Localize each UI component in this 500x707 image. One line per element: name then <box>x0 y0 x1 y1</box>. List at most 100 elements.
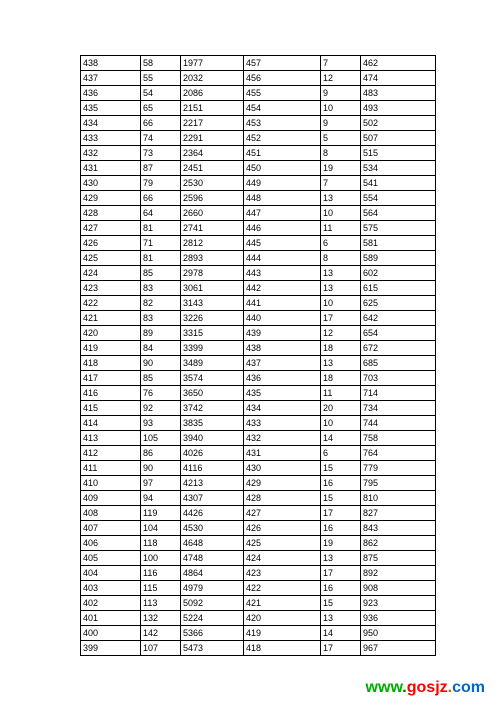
table-cell: 423 <box>244 566 321 581</box>
table-cell: 564 <box>361 206 436 221</box>
table-cell: 64 <box>141 206 181 221</box>
table-row: 400142536641914950 <box>81 626 436 641</box>
table-cell: 764 <box>361 446 436 461</box>
table-row: 4267128124456581 <box>81 236 436 251</box>
table-row: 43187245145019534 <box>81 161 436 176</box>
table-row: 4307925304497541 <box>81 176 436 191</box>
table-cell: 418 <box>81 356 141 371</box>
table-row: 4258128934448589 <box>81 251 436 266</box>
table-cell: 602 <box>361 266 436 281</box>
table-cell: 936 <box>361 611 436 626</box>
table-cell: 16 <box>321 581 361 596</box>
table-cell: 19 <box>321 536 361 551</box>
table-cell: 55 <box>141 71 181 86</box>
table-cell: 9 <box>321 116 361 131</box>
table-cell: 79 <box>141 176 181 191</box>
table-cell: 401 <box>81 611 141 626</box>
table-row: 41190411643015779 <box>81 461 436 476</box>
table-cell: 94 <box>141 491 181 506</box>
table-cell: 7 <box>321 176 361 191</box>
table-row: 43565215145410493 <box>81 101 436 116</box>
table-cell: 6 <box>321 446 361 461</box>
table-cell: 10 <box>321 416 361 431</box>
table-cell: 3650 <box>181 386 244 401</box>
table-row: 4385819774577462 <box>81 56 436 71</box>
table-cell: 462 <box>361 56 436 71</box>
table-cell: 615 <box>361 281 436 296</box>
table-cell: 493 <box>361 101 436 116</box>
table-cell: 457 <box>244 56 321 71</box>
table-cell: 14 <box>321 431 361 446</box>
table-cell: 74 <box>141 131 181 146</box>
table-cell: 862 <box>361 536 436 551</box>
table-cell: 8 <box>321 251 361 266</box>
table-cell: 421 <box>81 311 141 326</box>
table-cell: 407 <box>81 521 141 536</box>
table-cell: 113 <box>141 596 181 611</box>
table-cell: 82 <box>141 296 181 311</box>
table-cell: 2217 <box>181 116 244 131</box>
table-cell: 430 <box>81 176 141 191</box>
table-cell: 554 <box>361 191 436 206</box>
table-cell: 432 <box>244 431 321 446</box>
table-cell: 424 <box>244 551 321 566</box>
table-cell: 13 <box>321 356 361 371</box>
table-cell: 9 <box>321 86 361 101</box>
table-cell: 104 <box>141 521 181 536</box>
table-cell: 66 <box>141 116 181 131</box>
table-cell: 415 <box>81 401 141 416</box>
table-cell: 434 <box>81 116 141 131</box>
table-row: 41097421342916795 <box>81 476 436 491</box>
table-cell: 433 <box>244 416 321 431</box>
table-cell: 758 <box>361 431 436 446</box>
table-cell: 426 <box>244 521 321 536</box>
table-cell: 443 <box>244 266 321 281</box>
table-cell: 908 <box>361 581 436 596</box>
watermark-gosjz: gosjz <box>407 679 448 696</box>
table-cell: 4116 <box>181 461 244 476</box>
table-cell: 441 <box>244 296 321 311</box>
table-row: 401132522442013936 <box>81 611 436 626</box>
table-cell: 14 <box>321 626 361 641</box>
table-cell: 13 <box>321 191 361 206</box>
table-cell: 5473 <box>181 641 244 656</box>
table-row: 41890348943713685 <box>81 356 436 371</box>
table-cell: 132 <box>141 611 181 626</box>
table-row: 42966259644813554 <box>81 191 436 206</box>
table-row: 42183322644017642 <box>81 311 436 326</box>
table-cell: 3742 <box>181 401 244 416</box>
table-row: 405100474842413875 <box>81 551 436 566</box>
table-cell: 13 <box>321 611 361 626</box>
table-cell: 810 <box>361 491 436 506</box>
table-cell: 414 <box>81 416 141 431</box>
table-cell: 97 <box>141 476 181 491</box>
table-cell: 456 <box>244 71 321 86</box>
table-cell: 453 <box>244 116 321 131</box>
table-cell: 85 <box>141 266 181 281</box>
table-cell: 795 <box>361 476 436 491</box>
table-cell: 17 <box>321 641 361 656</box>
table-cell: 8 <box>321 146 361 161</box>
table-cell: 11 <box>321 386 361 401</box>
table-cell: 54 <box>141 86 181 101</box>
table-cell: 625 <box>361 296 436 311</box>
table-row: 4327323644518515 <box>81 146 436 161</box>
table-cell: 435 <box>81 101 141 116</box>
table-cell: 73 <box>141 146 181 161</box>
table-row: 41676365043511714 <box>81 386 436 401</box>
table-cell: 581 <box>361 236 436 251</box>
table-cell: 843 <box>361 521 436 536</box>
table-cell: 435 <box>244 386 321 401</box>
table-cell: 18 <box>321 341 361 356</box>
table-cell: 118 <box>141 536 181 551</box>
table-cell: 2451 <box>181 161 244 176</box>
table-cell: 2741 <box>181 221 244 236</box>
table-cell: 451 <box>244 146 321 161</box>
table-row: 42864266044710564 <box>81 206 436 221</box>
table-cell: 502 <box>361 116 436 131</box>
watermark-www: www <box>366 679 403 696</box>
table-cell: 438 <box>81 56 141 71</box>
table-cell: 434 <box>244 401 321 416</box>
table-cell: 5 <box>321 131 361 146</box>
table-cell: 4648 <box>181 536 244 551</box>
